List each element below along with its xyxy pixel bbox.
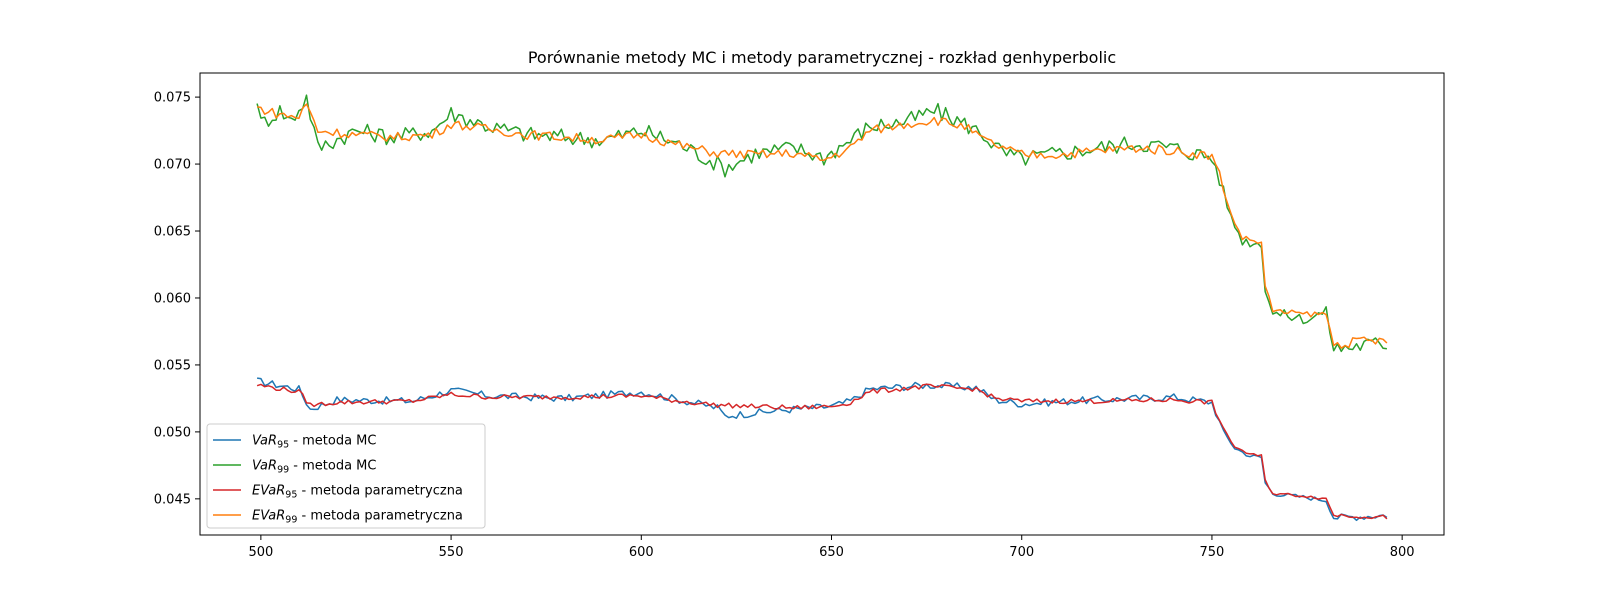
legend-label-3: EVaR99 - metoda parametryczna <box>252 509 463 526</box>
legend-label-1: VaR99 - metoda MC <box>252 459 376 476</box>
legend: VaR95 - metoda MC VaR99 - metoda MC EVaR95… <box>206 423 486 529</box>
y-tick-label-6: 0.075 <box>154 91 191 106</box>
x-tick-label-5: 750 <box>1200 545 1225 560</box>
y-axis: 0.045 0.050 0.055 0.060 0.065 0.070 0.075 <box>154 91 200 507</box>
y-tick-label-1: 0.050 <box>154 425 191 440</box>
x-tick-label-1: 550 <box>439 545 464 560</box>
legend-label-2: EVaR95 - metoda parametryczna <box>252 484 463 501</box>
x-tick-label-0: 500 <box>248 545 273 560</box>
x-tick-label-4: 700 <box>1009 545 1034 560</box>
x-tick-label-3: 650 <box>819 545 844 560</box>
y-tick-label-2: 0.055 <box>154 358 191 373</box>
x-tick-label-2: 600 <box>629 545 654 560</box>
series-group <box>256 94 1388 522</box>
y-tick-label-0: 0.045 <box>154 492 191 507</box>
y-tick-label-5: 0.070 <box>154 158 191 173</box>
y-tick-label-3: 0.060 <box>154 291 191 306</box>
series-line-3 <box>257 103 1388 349</box>
series-line-2 <box>256 383 1388 520</box>
x-tick-label-6: 800 <box>1390 545 1415 560</box>
x-axis: 500 550 600 650 700 750 800 <box>248 535 1415 560</box>
y-tick-label-4: 0.065 <box>154 225 191 240</box>
chart-title: Porównanie metody MC i metody parametryc… <box>528 48 1116 67</box>
legend-box <box>206 423 486 529</box>
plot-frame <box>199 72 1445 536</box>
series-line-1 <box>256 94 1387 353</box>
legend-label-0: VaR95 - metoda MC <box>252 434 376 451</box>
